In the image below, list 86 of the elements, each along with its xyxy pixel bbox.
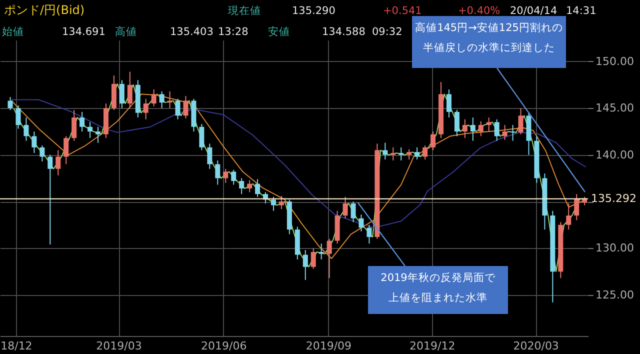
text: 安値 — [268, 25, 290, 38]
candlestick — [175, 98, 180, 120]
candlestick — [24, 117, 29, 142]
candlestick — [502, 124, 508, 140]
candlestick — [318, 243, 324, 260]
candlestick — [278, 195, 284, 210]
candlestick — [574, 194, 580, 221]
text: 現在値 — [228, 5, 261, 17]
text: 135.290 — [292, 5, 336, 17]
candlestick — [119, 80, 124, 109]
y-tick-label: 150.00 — [596, 54, 634, 68]
candlestick — [223, 168, 228, 184]
candlestick — [96, 126, 100, 144]
y-tick-label: 145.00 — [596, 102, 634, 115]
annotation: 2019年秋の反発局面で上値を阻まれた水準 — [380, 271, 496, 304]
text: 134.691 — [62, 26, 106, 38]
y-tick-label: 125.00 — [596, 288, 634, 302]
annotation: 高値145円→安値125円割れの半値戻しの水準に到達した — [415, 21, 563, 54]
candlestick — [151, 88, 156, 107]
y-tick-label: 140.00 — [596, 148, 634, 162]
candlestick — [486, 117, 492, 132]
candlestick — [454, 110, 460, 137]
text: 09:32 — [372, 26, 402, 38]
text: 始値 — [2, 26, 24, 38]
text: +0.541 — [383, 5, 422, 17]
candlestick — [398, 146, 404, 161]
candlestick — [462, 118, 468, 139]
candlestick — [32, 131, 37, 154]
candlestick — [80, 111, 85, 132]
x-tick-label: 2019/03 — [96, 340, 142, 352]
candlestick — [56, 150, 61, 176]
candlestick — [366, 224, 372, 244]
candlestick — [183, 96, 188, 119]
candlestick — [326, 238, 332, 279]
candlestick — [350, 201, 356, 223]
ref-line-label: 135.292 — [591, 192, 636, 205]
candlestick — [231, 169, 236, 186]
candlestick — [127, 71, 132, 109]
y-tick-label: 130.00 — [596, 242, 634, 255]
candlestick — [422, 145, 428, 160]
text: 13:28 — [218, 26, 248, 38]
candlestick — [159, 90, 164, 109]
candlestick — [167, 90, 172, 109]
candlestick — [358, 214, 364, 232]
candlestick — [48, 154, 53, 245]
text: 14:31 — [566, 5, 596, 17]
x-tick-label: 18/12 — [0, 340, 32, 352]
text: 135.403 — [170, 26, 214, 38]
candlestick — [414, 146, 420, 160]
candlestick — [478, 120, 484, 137]
candlestick — [406, 148, 412, 160]
candlestick — [566, 202, 572, 230]
x-tick-label: 2019/09 — [306, 340, 352, 352]
candlestick — [207, 143, 212, 170]
candlestick — [446, 88, 452, 118]
candlestick — [390, 146, 396, 161]
candlestick — [302, 250, 308, 280]
candlestick — [494, 118, 500, 142]
candlestick — [382, 142, 388, 160]
x-tick-label: 2019/12 — [410, 340, 456, 352]
candlestick — [143, 98, 148, 120]
candlestick — [40, 145, 45, 162]
candlestick — [510, 124, 516, 142]
candlestick — [72, 110, 77, 142]
candlestick — [8, 96, 13, 111]
candlestick — [64, 136, 69, 165]
chart-title: ポンド/円(Bid) — [4, 3, 85, 17]
text: 134.588 — [322, 26, 366, 38]
x-tick-label: 2019/06 — [200, 340, 247, 352]
candlestick — [470, 117, 476, 142]
candlestick — [199, 124, 204, 151]
candlestick — [342, 196, 348, 219]
candlestick — [239, 178, 244, 195]
candlestick — [270, 196, 276, 212]
candlestick — [88, 122, 93, 139]
text: +0.40% — [458, 5, 500, 17]
candlestick — [215, 160, 220, 186]
candlestick — [310, 248, 316, 270]
candlestick — [16, 104, 21, 130]
candlestick — [247, 180, 252, 193]
candlestick — [518, 108, 524, 135]
candlestick — [255, 178, 260, 198]
x-tick-label: 2020/03 — [513, 340, 559, 352]
text: 20/04/14 — [510, 5, 558, 17]
text: 高値 — [115, 25, 137, 38]
candlestick — [430, 131, 436, 151]
